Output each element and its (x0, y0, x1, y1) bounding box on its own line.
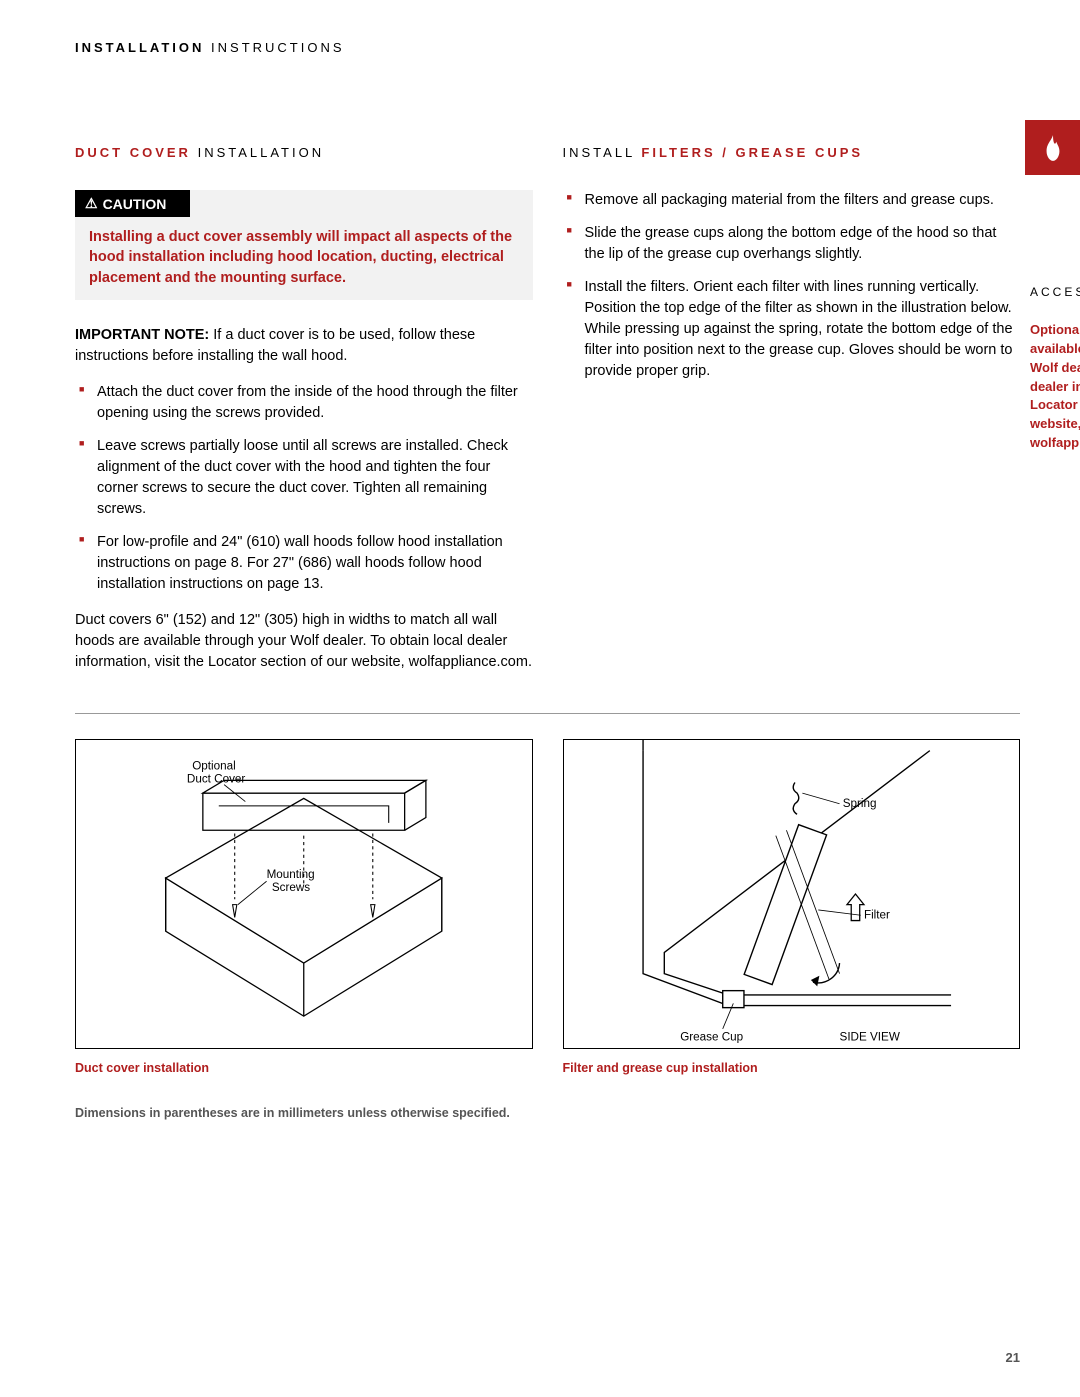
flame-icon (1025, 120, 1080, 175)
heading-light: INSTALL (563, 145, 635, 160)
duct-cover-heading: DUCT COVER INSTALLATION (75, 145, 533, 160)
list-item: Leave screws partially loose until all s… (75, 436, 533, 520)
page-number: 21 (1006, 1350, 1020, 1365)
left-column: DUCT COVER INSTALLATION ⚠ CAUTION Instal… (75, 145, 533, 688)
section-divider (75, 713, 1020, 714)
list-item: For low-profile and 24" (610) wall hoods… (75, 532, 533, 595)
caution-box: ⚠ CAUTION Installing a duct cover assemb… (75, 190, 533, 300)
warning-icon: ⚠ (85, 195, 98, 212)
figure-1-caption: Duct cover installation (75, 1061, 533, 1075)
header-light: INSTRUCTIONS (211, 40, 345, 55)
right-bullets: Remove all packaging material from the f… (563, 190, 1021, 382)
label-spring: Spring (842, 797, 876, 810)
caution-label: CAUTION (103, 196, 167, 212)
heading-light: INSTALLATION (198, 145, 325, 160)
caution-bar: ⚠ CAUTION (75, 190, 190, 217)
important-label: IMPORTANT NOTE: (75, 327, 209, 343)
trailing-text: Duct covers 6" (152) and 12" (305) high … (75, 610, 533, 673)
heading-bold: DUCT COVER (75, 145, 191, 160)
svg-text:Screws: Screws (272, 881, 310, 894)
figures-row: Optional Duct Cover Mounting Screws Duct… (75, 739, 1020, 1075)
list-item: Install the filters. Orient each filter … (563, 277, 1021, 382)
list-item: Attach the duct cover from the inside of… (75, 382, 533, 424)
left-bullets: Attach the duct cover from the inside of… (75, 382, 533, 595)
right-column: INSTALL FILTERS / GREASE CUPS Remove all… (563, 145, 1021, 688)
figure-1: Optional Duct Cover Mounting Screws Duct… (75, 739, 533, 1075)
sidebar-heading: ACCESSORIES (1030, 285, 1080, 299)
figure-1-box: Optional Duct Cover Mounting Screws (75, 739, 533, 1049)
caution-text: Installing a duct cover assembly will im… (75, 217, 533, 288)
heading-bold: FILTERS / GREASE CUPS (641, 145, 863, 160)
list-item: Remove all packaging material from the f… (563, 190, 1021, 211)
list-item: Slide the grease cups along the bottom e… (563, 223, 1021, 265)
figure-2-box: Spring Filter Grease Cup SIDE VIEW (563, 739, 1021, 1049)
label-grease-cup: Grease Cup (680, 1031, 743, 1044)
label-duct-cover: Optional (192, 760, 235, 773)
footer-note: Dimensions in parentheses are in millime… (75, 1105, 1020, 1123)
svg-text:Mounting: Mounting (267, 868, 315, 881)
important-note: IMPORTANT NOTE: If a duct cover is to be… (75, 325, 533, 367)
page: INSTALLATION INSTRUCTIONS DUCT COVER INS… (0, 0, 1080, 1397)
figure-2: Spring Filter Grease Cup SIDE VIEW Filte… (563, 739, 1021, 1075)
label-side-view: SIDE VIEW (839, 1031, 899, 1044)
label-filter: Filter (863, 909, 889, 922)
sidebar-text: Optional accessories are available throu… (1030, 321, 1080, 453)
main-content: DUCT COVER INSTALLATION ⚠ CAUTION Instal… (75, 145, 1020, 688)
svg-text:Duct Cover: Duct Cover (187, 773, 245, 786)
filters-heading: INSTALL FILTERS / GREASE CUPS (563, 145, 1021, 160)
header-bold: INSTALLATION (75, 40, 204, 55)
figure-2-caption: Filter and grease cup installation (563, 1061, 1021, 1075)
page-header: INSTALLATION INSTRUCTIONS (75, 40, 1020, 55)
accessories-sidebar: ACCESSORIES Optional accessories are ava… (1030, 285, 1080, 453)
